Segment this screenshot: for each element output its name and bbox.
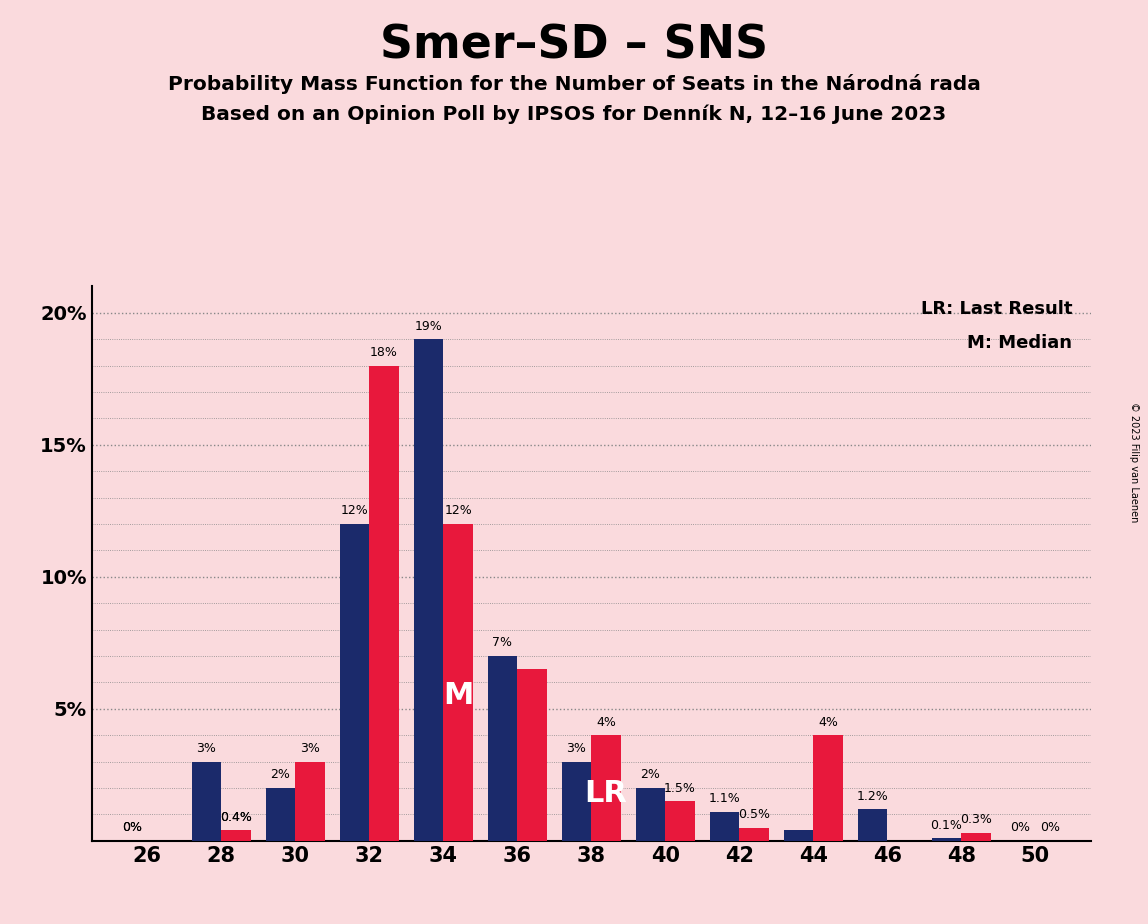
Text: 2%: 2% <box>271 769 290 782</box>
Text: LR: Last Result: LR: Last Result <box>921 299 1072 318</box>
Text: 3%: 3% <box>196 742 217 755</box>
Text: 0%: 0% <box>123 821 142 834</box>
Bar <box>518 669 546 841</box>
Text: 3%: 3% <box>300 742 320 755</box>
Text: 0%: 0% <box>1040 821 1060 834</box>
Text: 7%: 7% <box>492 637 512 650</box>
Text: 12%: 12% <box>341 505 369 517</box>
Text: 2%: 2% <box>641 769 660 782</box>
Bar <box>443 524 473 841</box>
Text: 4%: 4% <box>596 716 616 729</box>
Bar <box>340 524 370 841</box>
Text: LR: LR <box>584 779 628 808</box>
Text: 0.4%: 0.4% <box>220 810 253 823</box>
Bar <box>709 812 739 841</box>
Bar <box>931 838 961 841</box>
Bar <box>636 788 665 841</box>
Bar <box>222 831 251 841</box>
Text: 19%: 19% <box>414 320 442 333</box>
Bar <box>295 761 325 841</box>
Text: 0%: 0% <box>123 821 142 834</box>
Bar <box>784 831 813 841</box>
Bar <box>265 788 295 841</box>
Bar <box>488 656 518 841</box>
Text: Probability Mass Function for the Number of Seats in the Národná rada: Probability Mass Function for the Number… <box>168 74 980 94</box>
Text: 18%: 18% <box>370 346 398 359</box>
Bar <box>858 809 887 841</box>
Bar <box>813 736 843 841</box>
Text: 0%: 0% <box>1010 821 1030 834</box>
Bar <box>591 736 621 841</box>
Text: M: Median: M: Median <box>967 334 1072 352</box>
Text: Based on an Opinion Poll by IPSOS for Denník N, 12–16 June 2023: Based on an Opinion Poll by IPSOS for De… <box>201 104 947 124</box>
Bar <box>192 761 222 841</box>
Text: 1.2%: 1.2% <box>856 790 889 803</box>
Bar <box>739 828 769 841</box>
Text: Smer–SD – SNS: Smer–SD – SNS <box>380 23 768 68</box>
Bar <box>961 833 991 841</box>
Text: 1.5%: 1.5% <box>664 782 696 795</box>
Text: 0.1%: 0.1% <box>930 819 962 832</box>
Bar <box>413 339 443 841</box>
Text: 12%: 12% <box>444 505 472 517</box>
Bar <box>561 761 591 841</box>
Text: © 2023 Filip van Laenen: © 2023 Filip van Laenen <box>1130 402 1139 522</box>
Text: 0.3%: 0.3% <box>960 813 992 826</box>
Text: M: M <box>443 681 473 711</box>
Bar <box>665 801 695 841</box>
Text: 0.5%: 0.5% <box>738 808 770 821</box>
Text: 3%: 3% <box>566 742 587 755</box>
Text: 4%: 4% <box>819 716 838 729</box>
Text: 1.1%: 1.1% <box>708 792 740 805</box>
Text: 0.4%: 0.4% <box>220 810 253 823</box>
Bar <box>370 366 398 841</box>
